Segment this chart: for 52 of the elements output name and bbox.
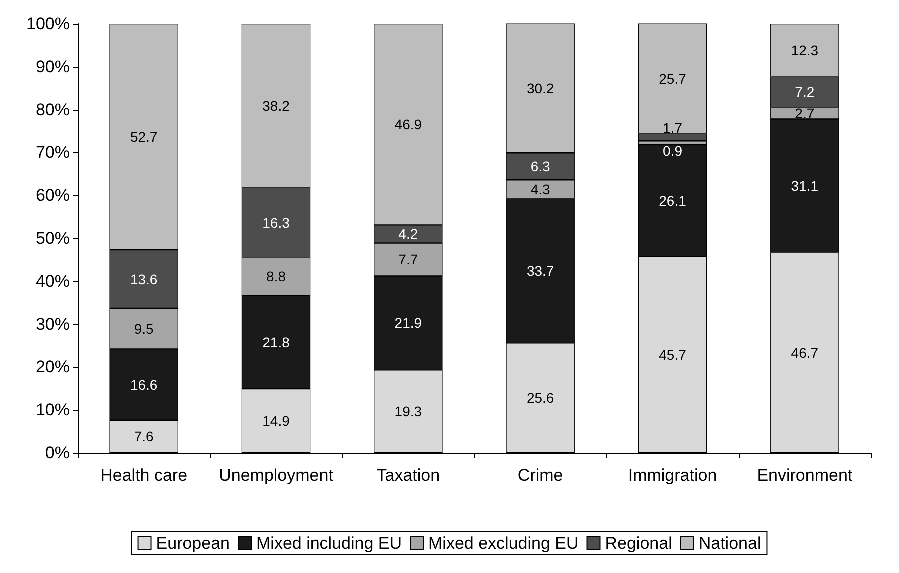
y-tick-label: 40% xyxy=(36,272,70,291)
data-label: 6.3 xyxy=(530,158,551,175)
data-label: 46.9 xyxy=(394,116,422,133)
data-label: 21.9 xyxy=(394,315,422,332)
x-tick-label: Taxation xyxy=(376,466,440,485)
data-label: 2.7 xyxy=(795,105,815,122)
data-label: 0.9 xyxy=(663,142,683,159)
data-label: 52.7 xyxy=(130,129,158,146)
data-label: 21.8 xyxy=(262,334,290,350)
data-label: 1.7 xyxy=(663,120,683,136)
x-tick-label: Crime xyxy=(518,466,564,485)
y-tick-label: 50% xyxy=(36,229,70,248)
data-label: 25.7 xyxy=(659,70,687,87)
x-tick-label: Health care xyxy=(100,466,188,485)
y-tick-label: 60% xyxy=(36,186,70,206)
data-label: 9.5 xyxy=(134,320,154,337)
y-tick-label: 10% xyxy=(36,400,70,420)
data-label: 16.6 xyxy=(130,376,158,393)
x-tick-label: Environment xyxy=(757,466,853,485)
y-tick-label: 100% xyxy=(26,14,70,34)
data-label: 8.8 xyxy=(266,268,286,285)
data-label: 45.7 xyxy=(659,346,687,363)
data-label: 7.7 xyxy=(398,252,418,268)
data-label: 38.2 xyxy=(262,98,290,114)
data-label: 12.3 xyxy=(791,42,819,58)
data-label: 7.6 xyxy=(134,428,154,445)
data-label: 16.3 xyxy=(262,214,290,231)
data-label: 4.3 xyxy=(530,181,551,198)
data-label: 33.7 xyxy=(526,262,554,279)
x-tick-label: Unemployment xyxy=(219,466,334,485)
y-tick-label: 30% xyxy=(36,314,70,334)
data-label: 7.2 xyxy=(795,84,815,100)
legend-label: National xyxy=(698,534,762,553)
data-label: 14.9 xyxy=(262,413,290,430)
y-tick-label: 0% xyxy=(45,444,70,462)
data-label: 19.3 xyxy=(394,404,422,420)
y-tick-label: 20% xyxy=(36,358,70,377)
y-tick-label: 80% xyxy=(36,100,70,120)
legend-label: European xyxy=(156,534,230,553)
data-label: 4.2 xyxy=(398,226,418,242)
y-tick-label: 90% xyxy=(36,57,70,76)
y-tick-label: 70% xyxy=(36,143,70,162)
legend-label: Mixed including EU xyxy=(256,534,402,553)
data-label: 25.6 xyxy=(526,390,554,406)
legend-label: Mixed excluding EU xyxy=(428,534,579,553)
data-label: 46.7 xyxy=(791,344,819,361)
data-label: 26.1 xyxy=(659,192,687,209)
x-tick-label: Immigration xyxy=(628,466,718,485)
data-label: 31.1 xyxy=(791,178,819,194)
legend-label: Regional xyxy=(605,534,672,553)
data-label: 30.2 xyxy=(526,80,554,96)
data-label: 13.6 xyxy=(130,271,158,288)
